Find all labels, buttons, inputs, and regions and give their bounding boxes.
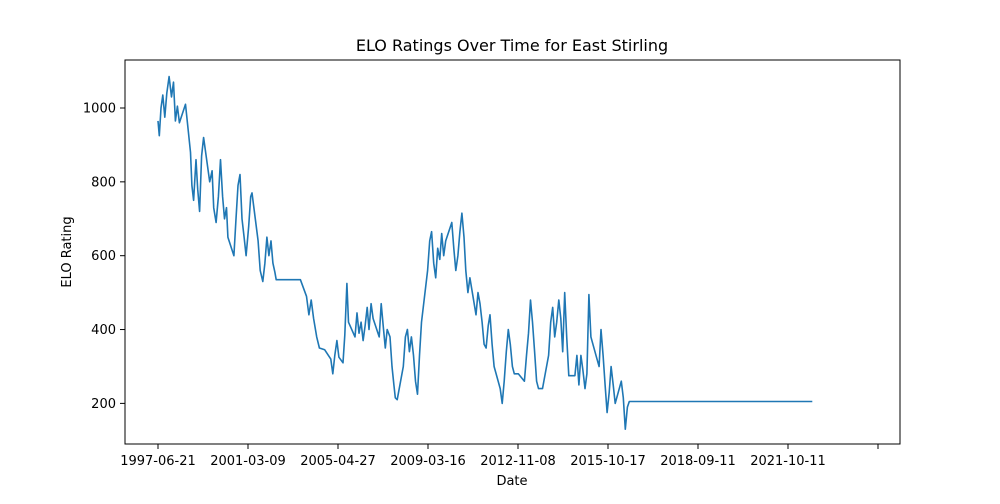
x-tick-label: 2009-03-16 <box>390 454 466 469</box>
y-tick-label: 600 <box>91 249 116 264</box>
y-tick-label: 800 <box>91 175 116 190</box>
x-axis-ticks: 1997-06-21 2001-03-09 2005-04-27 2009-03-16… <box>120 444 879 469</box>
axes-frame <box>124 59 901 445</box>
y-tick-label: 1000 <box>83 102 116 117</box>
x-tick-label: 2012-11-08 <box>480 454 556 469</box>
x-tick-label: 2005-04-27 <box>300 454 376 469</box>
x-tick-label: 2018-09-11 <box>660 454 736 469</box>
x-tick-label: 2021-10-11 <box>750 454 826 469</box>
y-axis-label: ELO Rating <box>60 216 75 287</box>
x-axis-label: Date <box>496 474 527 489</box>
y-tick-label: 400 <box>91 323 116 338</box>
x-tick-label: 2015-10-17 <box>570 454 646 469</box>
chart-title: ELO Ratings Over Time for East Stirling <box>356 36 668 55</box>
series-line <box>157 75 813 430</box>
x-tick-label: 2001-03-09 <box>210 454 286 469</box>
x-tick-label: 1997-06-21 <box>120 454 196 469</box>
y-tick-label: 200 <box>91 397 116 412</box>
plot-area <box>157 75 813 430</box>
y-axis-ticks: 200 400 600 800 1000 <box>83 102 125 412</box>
